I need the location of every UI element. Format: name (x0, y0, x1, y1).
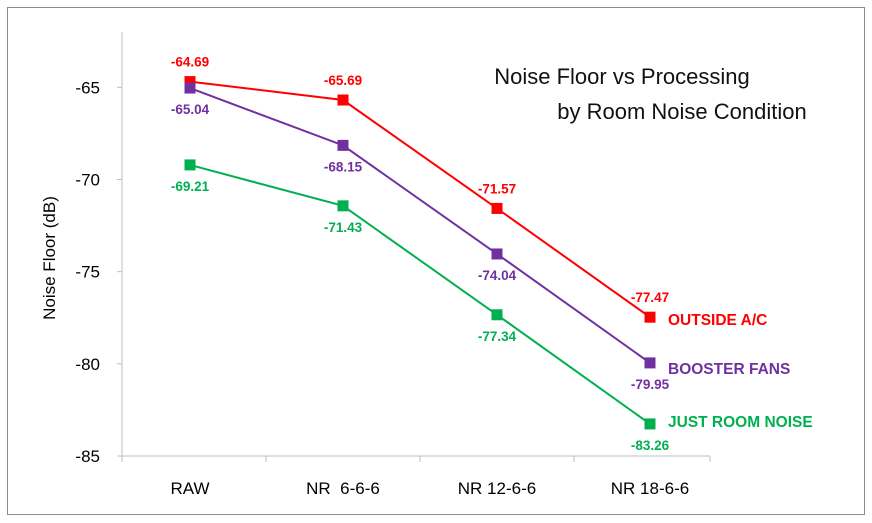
data-label: -68.15 (324, 159, 363, 174)
y-tick-label: -80 (75, 355, 100, 374)
y-tick-label: -65 (75, 78, 100, 97)
data-point (644, 357, 656, 369)
data-point (644, 311, 656, 323)
y-tick-label: -85 (75, 447, 100, 466)
data-label: -79.95 (631, 377, 670, 392)
data-label: -65.04 (171, 102, 210, 117)
series-lines (189, 80, 651, 425)
data-label: -69.21 (171, 179, 210, 194)
y-axis-title: Noise Floor (dB) (40, 196, 59, 320)
data-point (184, 159, 196, 171)
data-point (491, 309, 503, 321)
series-name-label: BOOSTER FANS (668, 361, 790, 378)
x-tick-label: NR 12-6-6 (458, 479, 536, 498)
data-point (184, 76, 196, 88)
series-line-3 (189, 163, 651, 425)
data-point (644, 418, 656, 430)
series-line-2 (189, 87, 651, 364)
axes: -65 -70 -75 -80 -85 RAW NR 6-6-6 NR 12-6-6 NR 18… (75, 32, 711, 498)
data-point (491, 248, 503, 260)
data-label: -77.34 (478, 329, 517, 344)
data-point (337, 139, 349, 151)
data-point (337, 200, 349, 212)
data-label: -71.43 (324, 220, 363, 235)
y-tick-label: -75 (75, 263, 100, 282)
chart-title-line-2: by Room Noise Condition (557, 99, 806, 124)
x-tick-label: NR 18-6-6 (611, 479, 689, 498)
data-labels: -64.69 -65.69 -71.57 -77.47 -65.04 -68.15 -74.… (171, 55, 670, 453)
data-point (337, 94, 349, 106)
data-label: -83.26 (631, 438, 670, 453)
series-name-label: OUTSIDE A/C (668, 312, 767, 329)
chart-title-line-1: Noise Floor vs Processing (494, 64, 750, 89)
data-label: -71.57 (478, 181, 516, 196)
chart-frame (7, 7, 865, 515)
series-line-1 (189, 80, 651, 319)
data-label: -74.04 (478, 268, 517, 283)
series-name-label: JUST ROOM NOISE (668, 414, 813, 431)
x-tick-label: NR 6-6-6 (306, 479, 380, 498)
y-tick-label: -70 (75, 170, 100, 189)
data-label: -77.47 (631, 290, 669, 305)
series-labels: OUTSIDE A/C BOOSTER FANS JUST ROOM NOISE (668, 312, 813, 431)
data-points (184, 76, 656, 430)
x-tick-label: RAW (170, 479, 209, 498)
data-label: -65.69 (324, 73, 362, 88)
data-point (491, 202, 503, 214)
data-point (184, 82, 196, 94)
data-label: -64.69 (171, 55, 209, 70)
